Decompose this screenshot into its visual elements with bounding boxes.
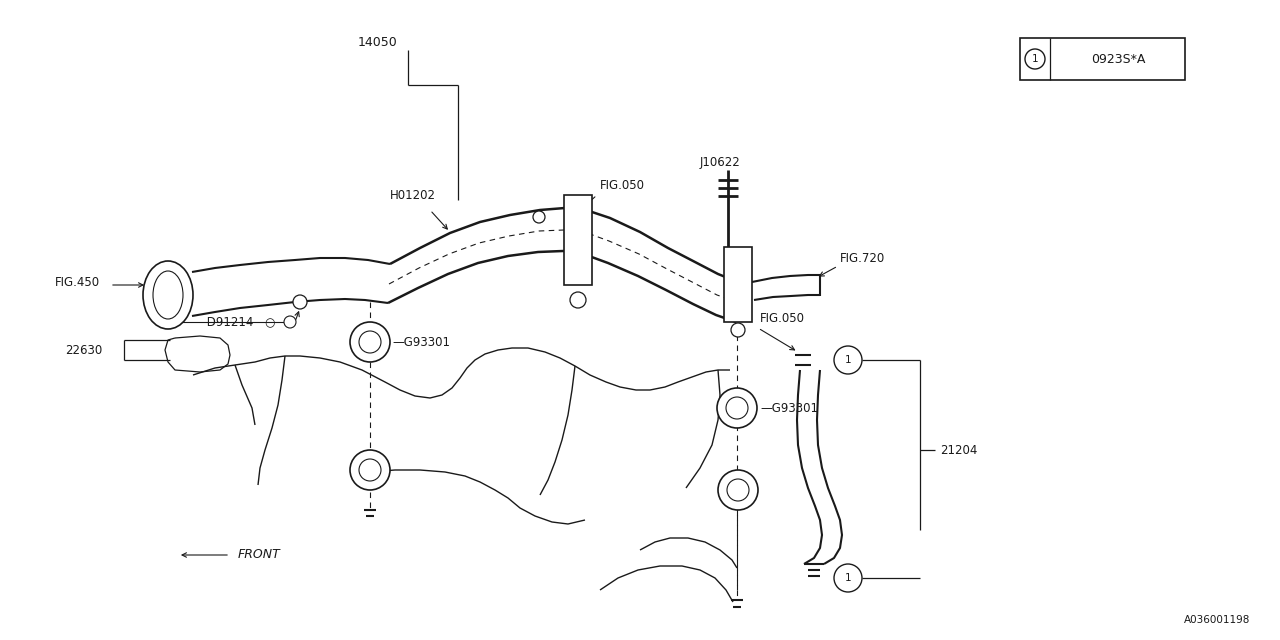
Text: —G93301: —G93301 bbox=[392, 335, 451, 349]
Circle shape bbox=[835, 346, 861, 374]
Text: J10622: J10622 bbox=[700, 156, 741, 168]
Circle shape bbox=[284, 316, 296, 328]
Circle shape bbox=[358, 459, 381, 481]
Circle shape bbox=[731, 323, 745, 337]
Text: FIG.450: FIG.450 bbox=[55, 275, 100, 289]
Circle shape bbox=[358, 331, 381, 353]
Text: H01202: H01202 bbox=[390, 189, 436, 202]
Text: FRONT: FRONT bbox=[238, 547, 280, 561]
Text: 14050: 14050 bbox=[358, 35, 398, 49]
Circle shape bbox=[570, 292, 586, 308]
Circle shape bbox=[293, 295, 307, 309]
Circle shape bbox=[726, 397, 748, 419]
Circle shape bbox=[1025, 49, 1044, 69]
Text: FIG.050: FIG.050 bbox=[760, 312, 805, 324]
Circle shape bbox=[717, 388, 756, 428]
Circle shape bbox=[349, 450, 390, 490]
Circle shape bbox=[349, 322, 390, 362]
Bar bbox=[1020, 38, 1185, 80]
Circle shape bbox=[718, 470, 758, 510]
Text: —G93301: —G93301 bbox=[760, 401, 818, 415]
Circle shape bbox=[835, 564, 861, 592]
Text: A036001198: A036001198 bbox=[1184, 615, 1251, 625]
Ellipse shape bbox=[143, 261, 193, 329]
Circle shape bbox=[733, 255, 742, 265]
Circle shape bbox=[532, 211, 545, 223]
Circle shape bbox=[727, 479, 749, 501]
Text: FIG.050: FIG.050 bbox=[600, 179, 645, 191]
Bar bbox=[564, 195, 593, 285]
Text: 1: 1 bbox=[1032, 54, 1038, 64]
Ellipse shape bbox=[154, 271, 183, 319]
Text: 0923S*A: 0923S*A bbox=[1091, 52, 1146, 65]
Text: 21204: 21204 bbox=[940, 444, 978, 456]
Bar bbox=[724, 247, 753, 322]
Text: 1: 1 bbox=[845, 355, 851, 365]
Text: —D91214—○: —D91214—○ bbox=[195, 316, 275, 328]
Text: 1: 1 bbox=[845, 573, 851, 583]
Text: 22630: 22630 bbox=[65, 344, 102, 356]
Text: FIG.720: FIG.720 bbox=[840, 252, 886, 264]
